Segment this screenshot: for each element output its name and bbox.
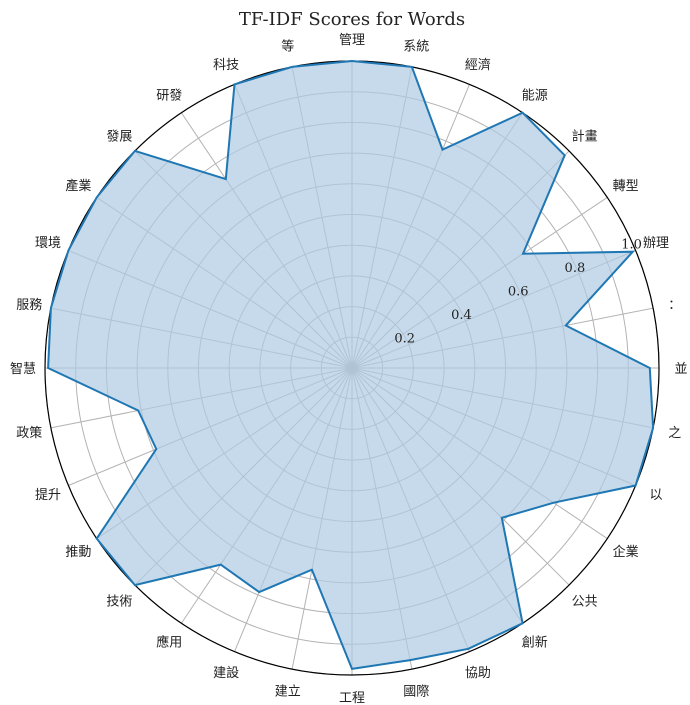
category-label: 建設 [213, 665, 239, 681]
category-label: 科技 [213, 58, 239, 73]
category-label: ： [668, 298, 681, 313]
data-point [258, 591, 260, 593]
data-point [67, 250, 69, 251]
category-label: 智慧 [10, 361, 36, 377]
data-point [351, 60, 353, 62]
category-label: 技術 [106, 595, 132, 610]
category-label: 計畫 [572, 128, 598, 144]
data-point [442, 149, 443, 151]
category-label: 辦理 [643, 236, 669, 251]
data-point [409, 659, 411, 661]
data-point [96, 196, 98, 198]
category-label: 發展 [106, 129, 132, 144]
category-label: 公共 [572, 595, 598, 610]
category-label: 轉型 [613, 179, 639, 194]
data-point [522, 112, 524, 114]
category-label: 國際 [403, 685, 429, 700]
data-point [155, 448, 157, 450]
radial-tick-label: 0.8 [565, 261, 586, 276]
radial-tick-labels: 0.2 0.4 0.6 0.8 1.0 [394, 238, 642, 347]
category-label: 能源 [522, 88, 548, 103]
category-label: 研發 [156, 88, 182, 103]
category-label: 企業 [613, 544, 639, 560]
data-point [565, 325, 567, 326]
data-point [225, 178, 227, 180]
category-label: 協助 [465, 666, 491, 681]
category-label: 工程 [339, 691, 365, 705]
category-label: 之 [668, 426, 681, 441]
category-label: 以 [649, 488, 662, 503]
category-label: 等 [281, 38, 294, 54]
data-point [137, 410, 139, 411]
data-point [467, 648, 469, 650]
data-point [649, 367, 651, 369]
data-point [220, 564, 222, 566]
category-label: 政策 [16, 425, 42, 441]
data-point [311, 569, 313, 571]
data-point [351, 668, 353, 670]
category-label: 服務 [16, 298, 42, 313]
data-point [652, 427, 654, 429]
data-point [47, 367, 49, 369]
category-label: 應用 [156, 635, 182, 651]
category-label: 環境 [35, 236, 61, 251]
category-label: 提升 [35, 487, 61, 503]
chart-title: TF-IDF Scores for Words [239, 9, 465, 30]
data-point [522, 622, 524, 624]
category-label: 產業 [65, 178, 91, 194]
category-label: 建立 [275, 685, 301, 700]
radial-tick-label: 0.6 [508, 285, 529, 300]
radial-tick-label: 0.4 [451, 308, 472, 323]
data-point [291, 66, 293, 68]
data-point [553, 502, 555, 504]
data-point [96, 538, 98, 540]
data-point [564, 154, 566, 156]
category-label: 創新 [522, 635, 548, 651]
category-label: 推動 [65, 545, 91, 560]
category-label: 經濟 [465, 57, 491, 73]
radial-tick-label: 0.2 [394, 332, 415, 347]
data-point [50, 307, 52, 309]
radial-tick-label: 1.0 [621, 238, 642, 253]
data-point [134, 584, 136, 586]
category-label: 管理 [339, 33, 365, 48]
data-point [234, 83, 235, 85]
series-area [47, 59, 655, 671]
category-label: 系統 [403, 39, 429, 54]
data-point [411, 66, 413, 68]
category-label: 並 [674, 362, 687, 377]
data-point [635, 485, 637, 486]
data-point [134, 150, 136, 152]
data-point [522, 253, 524, 255]
data-point [501, 517, 503, 519]
data-point [632, 251, 634, 253]
category-labels: 並 ： 辦理 轉型 計畫 能源 經濟 系統 管理 等科技研發發展產業環境服務智慧政策提升推動技術應… [10, 33, 688, 705]
